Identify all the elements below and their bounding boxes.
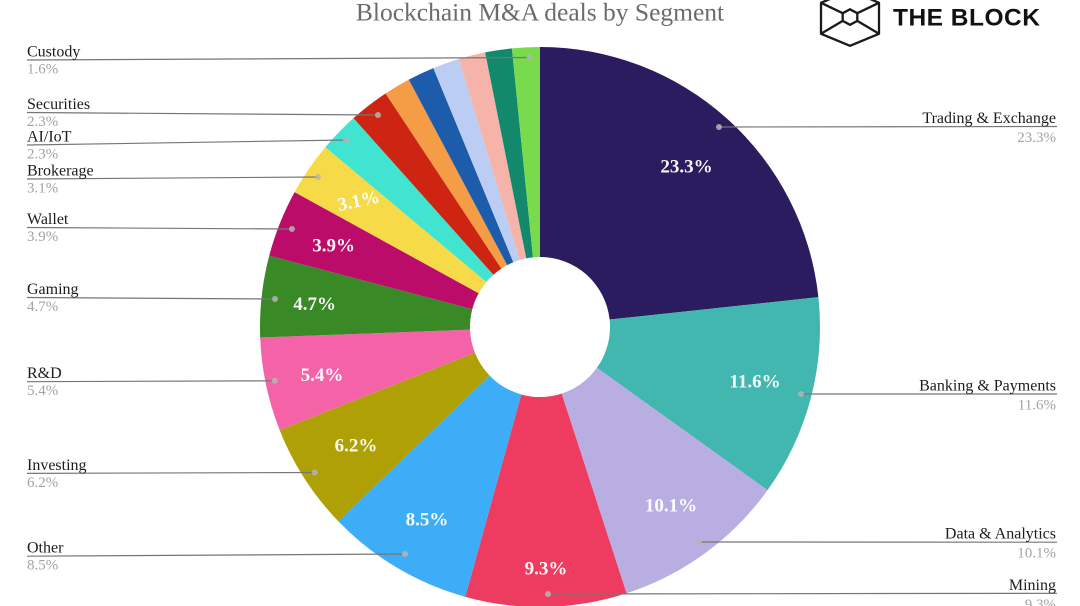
svg-text:Banking & Payments: Banking & Payments xyxy=(919,378,1056,395)
svg-text:Data & Analytics: Data & Analytics xyxy=(945,526,1056,543)
svg-text:1.6%: 1.6% xyxy=(27,62,58,78)
svg-text:11.6%: 11.6% xyxy=(1018,398,1056,414)
svg-text:Brokerage: Brokerage xyxy=(27,163,94,180)
svg-text:THE BLOCK: THE BLOCK xyxy=(893,5,1040,32)
svg-text:Mining: Mining xyxy=(1009,577,1056,594)
svg-text:2.3%: 2.3% xyxy=(27,147,58,163)
svg-text:3.9%: 3.9% xyxy=(27,229,58,245)
svg-text:3.9%: 3.9% xyxy=(312,235,355,256)
svg-text:10.1%: 10.1% xyxy=(645,496,697,517)
svg-text:Trading & Exchange: Trading & Exchange xyxy=(922,110,1056,127)
svg-text:Custody: Custody xyxy=(27,44,80,61)
svg-text:10.1%: 10.1% xyxy=(1017,546,1056,562)
svg-text:6.2%: 6.2% xyxy=(335,436,378,457)
svg-text:Gaming: Gaming xyxy=(27,281,79,298)
svg-text:Other: Other xyxy=(27,540,64,557)
svg-text:23.3%: 23.3% xyxy=(660,157,712,178)
svg-text:23.3%: 23.3% xyxy=(1017,130,1056,146)
svg-text:Investing: Investing xyxy=(27,457,87,474)
svg-text:8.5%: 8.5% xyxy=(27,558,58,574)
svg-text:AI/IoT: AI/IoT xyxy=(27,129,72,146)
svg-text:5.4%: 5.4% xyxy=(301,365,344,386)
svg-text:4.7%: 4.7% xyxy=(27,299,58,315)
svg-text:9.3%: 9.3% xyxy=(1025,597,1056,606)
svg-text:Securities: Securities xyxy=(27,96,90,113)
svg-text:3.1%: 3.1% xyxy=(27,181,58,197)
svg-text:6.2%: 6.2% xyxy=(27,475,58,491)
svg-text:2.3%: 2.3% xyxy=(27,114,58,130)
svg-text:R&D: R&D xyxy=(27,365,62,382)
svg-text:11.6%: 11.6% xyxy=(729,372,780,393)
svg-text:8.5%: 8.5% xyxy=(406,510,449,531)
svg-text:Wallet: Wallet xyxy=(27,211,69,228)
svg-text:5.4%: 5.4% xyxy=(27,383,58,399)
svg-text:9.3%: 9.3% xyxy=(525,559,568,580)
svg-text:4.7%: 4.7% xyxy=(293,294,336,315)
svg-text:Blockchain M&A deals by Segmen: Blockchain M&A deals by Segment xyxy=(356,0,724,27)
